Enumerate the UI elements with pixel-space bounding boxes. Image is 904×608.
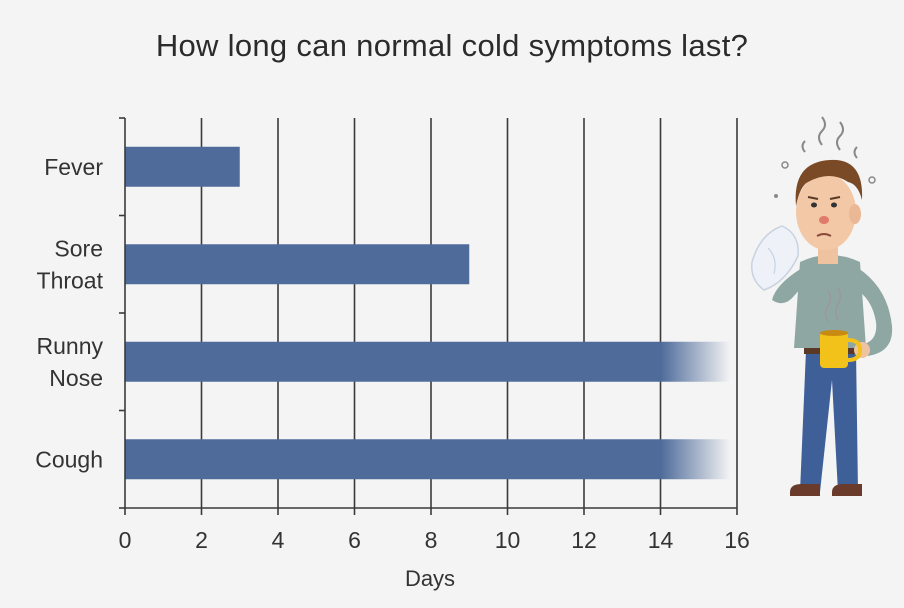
bar: [125, 244, 470, 285]
axes: [119, 117, 738, 515]
bar: [125, 146, 240, 187]
chart-title: How long can normal cold symptoms last?: [155, 28, 749, 63]
category-labels: Fever Sore Throat Runny Nose Cough: [35, 154, 103, 473]
x-tick-label: 6: [348, 527, 361, 553]
category-label: Nose: [49, 365, 103, 391]
x-tick-label: 10: [495, 527, 521, 553]
category-label: Cough: [35, 446, 103, 472]
bar: [125, 341, 661, 382]
x-tick-label: 0: [119, 527, 132, 553]
bars: [125, 146, 731, 480]
x-tick-label: 12: [571, 527, 597, 553]
x-tick-label: 4: [272, 527, 285, 553]
x-tick-label: 2: [195, 527, 208, 553]
x-tick-label: 8: [425, 527, 438, 553]
category-label: Runny: [37, 333, 104, 359]
bar-fade-extension: [660, 341, 731, 382]
x-tick-labels: 0 2 4 6 8 10 12 14 16: [119, 527, 750, 553]
bar: [125, 439, 661, 480]
x-tick-label: 14: [648, 527, 674, 553]
category-label: Fever: [44, 154, 103, 180]
sick-man-with-tissue-and-mug-icon: [751, 116, 893, 496]
x-axis-title: Days: [405, 566, 455, 591]
category-label: Throat: [37, 267, 104, 293]
category-label: Sore: [54, 235, 103, 261]
x-tick-label: 16: [724, 527, 750, 553]
bar-fade-extension: [660, 439, 731, 480]
